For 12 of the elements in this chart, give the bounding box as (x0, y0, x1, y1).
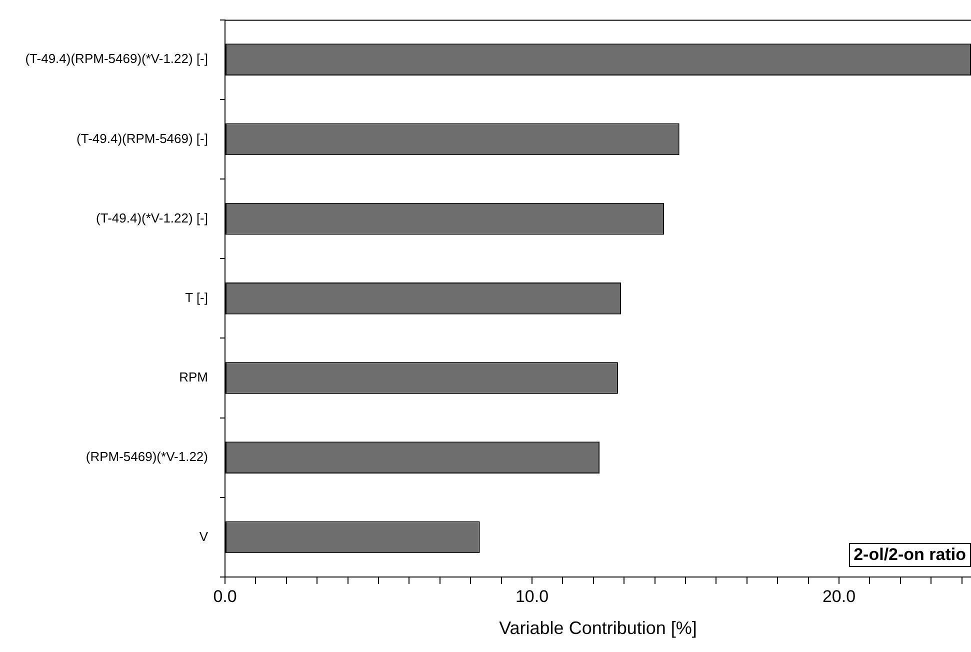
x-tick-label: 10.0 (515, 586, 549, 606)
y-tick-label: V (199, 528, 208, 544)
y-tick-label: T [-] (185, 290, 208, 305)
y-tick-label: (T-49.4)(RPM-5469) [-] (76, 130, 208, 146)
x-tick-label: 20.0 (822, 586, 856, 606)
x-axis-title: Variable Contribution [%] (499, 618, 697, 638)
y-tick-label: (RPM-5469)(*V-1.22) (86, 449, 208, 464)
x-tick-label: 0.0 (213, 586, 237, 606)
y-tick-label: (T-49.4)(*V-1.22) [-] (96, 210, 208, 226)
annotation: 2-ol/2-on ratio (848, 543, 971, 567)
y-tick-label: (T-49.4)(RPM-5469)(*V-1.22) [-] (25, 51, 208, 66)
y-tick-label: RPM (179, 370, 208, 385)
